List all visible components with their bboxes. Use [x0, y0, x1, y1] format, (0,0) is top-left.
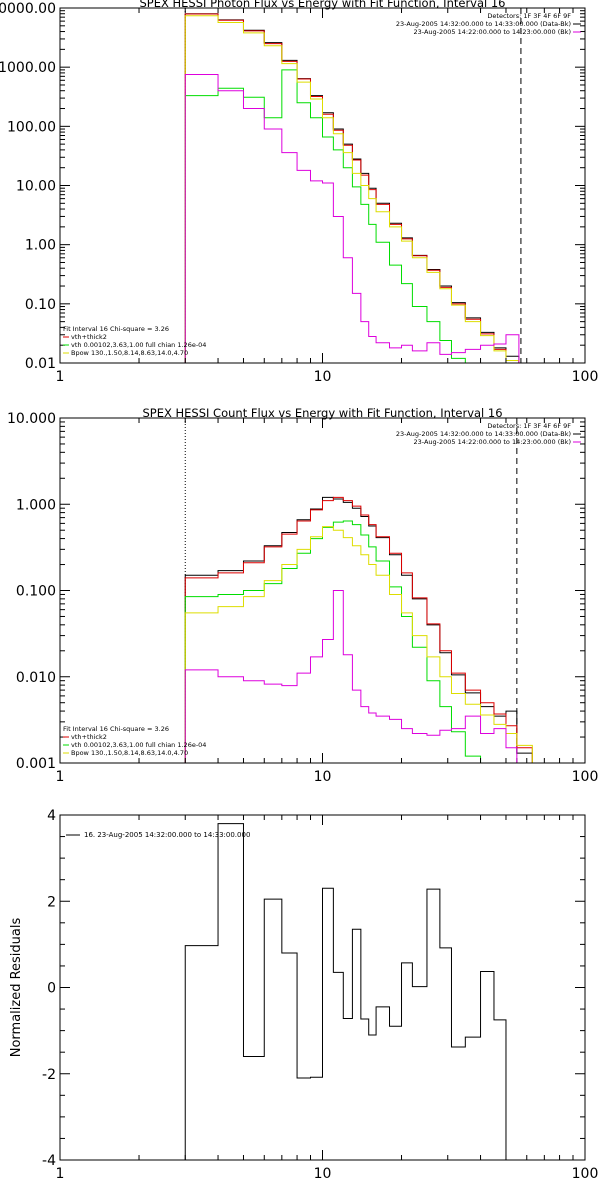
x-tick-label: 100	[572, 1166, 599, 1182]
legend-detector-line: 23-Aug-2005 14:32:00.000 to 14:33:00.000…	[396, 430, 571, 438]
y-axis-label: Normalized Residuals	[9, 918, 24, 1058]
chart-panel-3: 1 10 100 -4 -2 0 2 4 Normalized Residuals 16. 23-…	[9, 808, 598, 1182]
y-tick-label: 2	[47, 894, 56, 910]
y-tick-label: 0.10	[25, 297, 56, 313]
x-tick-label: 100	[572, 769, 599, 785]
legend-detector-line: 23-Aug-2005 14:22:00.000 to 14:23:00.000…	[414, 28, 571, 36]
x-tick-label: 100	[572, 369, 599, 385]
legend-fit-line: vth 0.00102,3.63,1.00 full chian 1.26e-0…	[71, 341, 206, 349]
y-tick-label: -4	[42, 1153, 56, 1169]
legend-fit-line: Fit Interval 16 Chi-square = 3.26	[63, 725, 169, 733]
series-bpow	[184, 526, 545, 763]
plot-area	[184, 496, 545, 763]
y-tick-label: 1.00	[25, 238, 56, 254]
series-vth-thick2	[184, 13, 520, 363]
y-tick-label: 10.000	[7, 411, 56, 427]
chart-title: SPEX HESSI Photon Flux vs Energy with Fi…	[139, 0, 505, 10]
legend-fit-line: Bpow 130.,1.50,8.14,8.63,14.0,4.70	[71, 749, 188, 757]
legend-fit-line: Fit Interval 16 Chi-square = 3.26	[63, 325, 169, 333]
y-tick-label: 4	[47, 808, 56, 824]
x-tick-label: 10	[314, 1166, 332, 1182]
x-tick-label: 1	[56, 369, 65, 385]
x-tick-label: 10	[314, 369, 332, 385]
x-tick-label: 1	[56, 769, 65, 785]
chart-title: SPEX HESSI Count Flux vs Energy with Fit…	[142, 406, 502, 420]
chart-panel-1: SPEX HESSI Photon Flux vs Energy with Fi…	[0, 0, 599, 385]
x-tick-label: 1	[56, 1166, 65, 1182]
series-bpow	[184, 15, 520, 363]
legend-residual-line: 16. 23-Aug-2005 14:32:00.000 to 14:33:00…	[84, 831, 250, 839]
legend-fit-line: vth+thick2	[71, 333, 107, 341]
series-vth	[184, 520, 482, 763]
plot-area	[184, 13, 520, 363]
series-vth-thick2	[184, 496, 533, 763]
series-residuals	[184, 823, 507, 1160]
legend-fit-line: vth+thick2	[71, 733, 107, 741]
y-tick-label: 0.100	[16, 584, 56, 600]
legend-detector-line: 23-Aug-2005 14:32:00.000 to 14:33:00.000…	[396, 20, 571, 28]
series-vth	[184, 69, 466, 363]
y-tick-label: 0000.00	[0, 1, 56, 17]
axes-frame	[59, 7, 586, 364]
plot-area	[184, 823, 507, 1160]
x-tick-label: 10	[314, 769, 332, 785]
legend-detector-line: Detectors: 1F 3F 4F 6F 9F	[487, 422, 571, 430]
y-tick-label: 1.000	[16, 497, 56, 513]
legend-detector-line: Detectors: 1F 3F 4F 6F 9F	[487, 12, 571, 20]
y-tick-label: 0.01	[25, 356, 56, 372]
y-tick-label: 0.001	[16, 756, 56, 772]
y-tick-label: 0	[47, 981, 56, 997]
series-data	[184, 13, 520, 363]
y-tick-label: 100.00	[7, 119, 56, 135]
legend-fit-line: Bpow 130.,1.50,8.14,8.63,14.0,4.70	[71, 349, 188, 357]
legend-detector-line: 23-Aug-2005 14:22:00.000 to 14:23:00.000…	[414, 438, 571, 446]
y-tick-label: -2	[42, 1067, 56, 1083]
chart-panel-2: SPEX HESSI Count Flux vs Energy with Fit…	[7, 406, 599, 785]
y-tick-label: 0.010	[16, 670, 56, 686]
y-tick-label: 1000.00	[0, 60, 56, 76]
series-background	[184, 590, 518, 763]
series-background	[184, 74, 520, 363]
legend-fit-line: vth 0.00102,3.63,1.00 full chian 1.26e-0…	[71, 741, 206, 749]
y-tick-label: 10.00	[16, 179, 56, 195]
